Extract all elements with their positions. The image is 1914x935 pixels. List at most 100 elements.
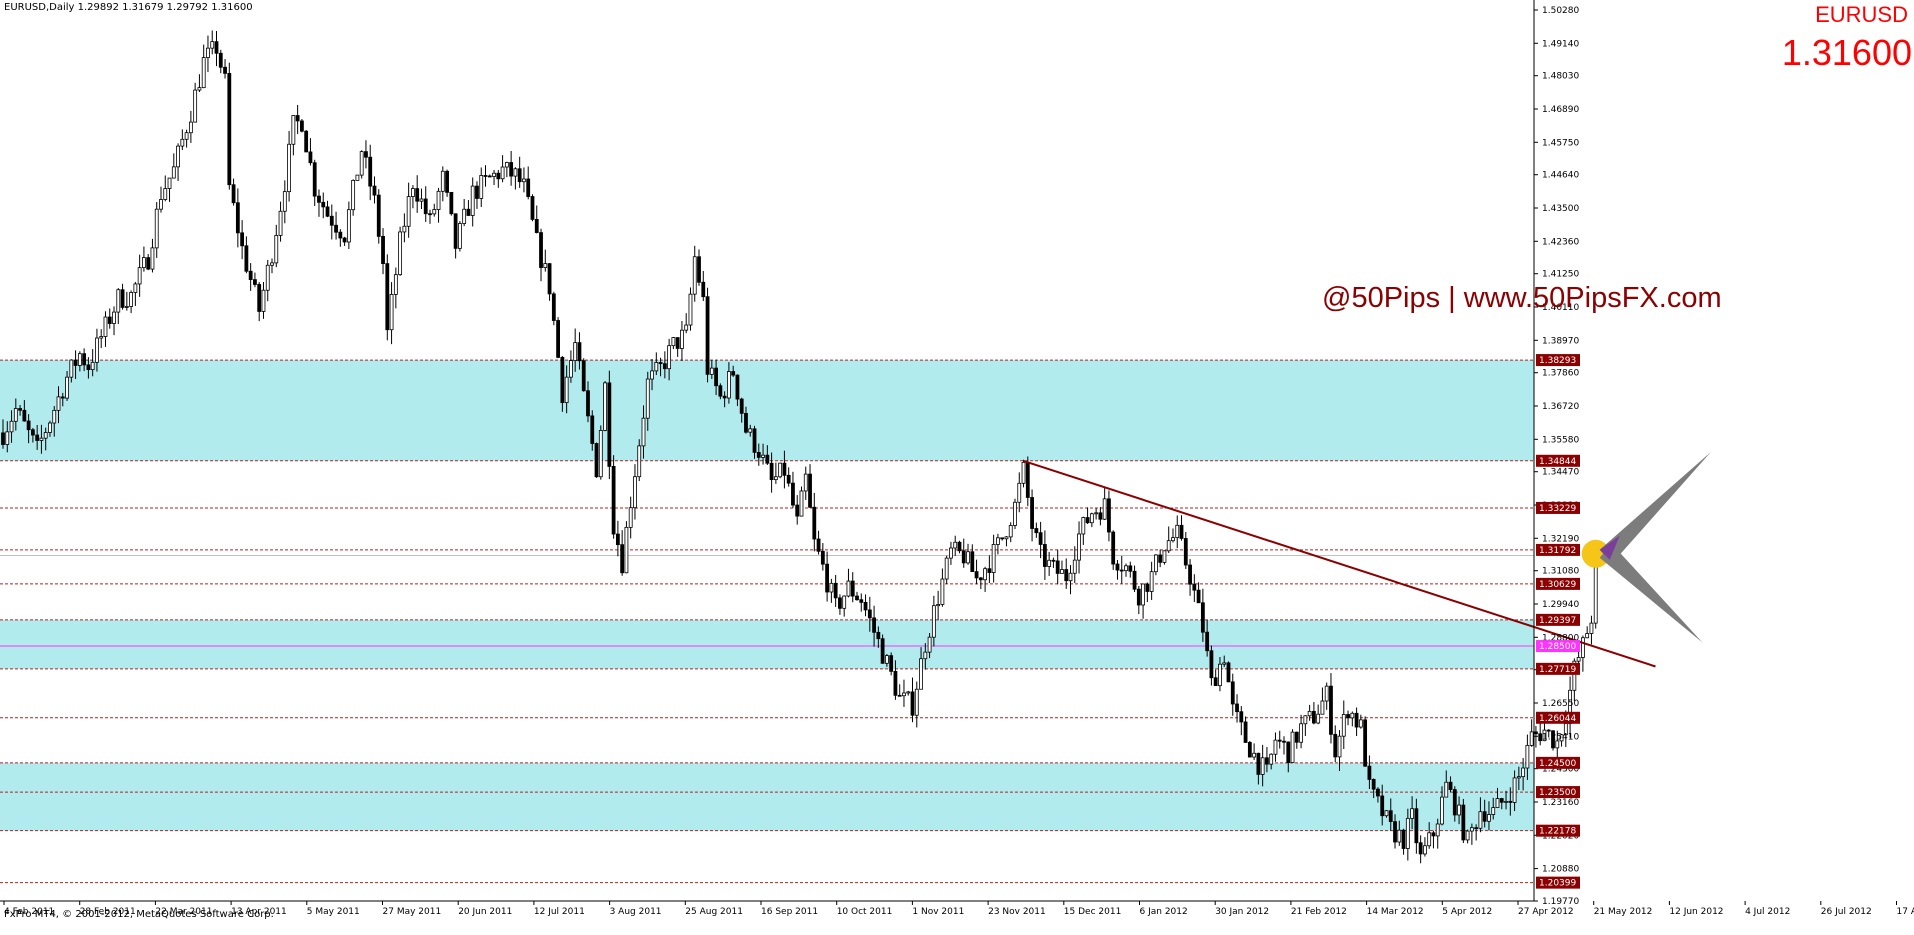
candle-body bbox=[40, 438, 43, 440]
level-label: 1.29397 bbox=[1539, 616, 1576, 626]
candle-body bbox=[1526, 745, 1529, 768]
candle-body bbox=[266, 265, 269, 290]
projection-down-arrow bbox=[1600, 544, 1703, 643]
candle-body bbox=[164, 189, 167, 200]
candle-body bbox=[1458, 805, 1461, 815]
candle-body bbox=[847, 581, 850, 596]
candle-body bbox=[655, 362, 658, 370]
candle-body bbox=[493, 173, 496, 176]
x-tick-label: 21 Feb 2012 bbox=[1291, 907, 1347, 917]
candle-body bbox=[1368, 766, 1371, 779]
candle-body bbox=[1193, 584, 1196, 590]
candle-body bbox=[155, 209, 158, 248]
candle-body bbox=[446, 171, 449, 192]
candle-body bbox=[386, 264, 389, 330]
y-tick-label: 1.25410 bbox=[1542, 732, 1579, 742]
level-label: 1.24500 bbox=[1539, 759, 1576, 769]
candle-body bbox=[638, 446, 641, 477]
candle-body bbox=[1483, 812, 1486, 822]
candle-body bbox=[749, 429, 752, 432]
candle-body bbox=[796, 505, 799, 516]
candle-body bbox=[1018, 483, 1021, 502]
candle-body bbox=[322, 202, 325, 207]
candle-body bbox=[612, 466, 615, 534]
candle-body bbox=[335, 225, 338, 232]
y-tick-label: 1.45750 bbox=[1542, 138, 1579, 148]
candle-body bbox=[544, 264, 547, 268]
x-tick-label: 30 Jan 2012 bbox=[1215, 907, 1269, 917]
candle-body bbox=[787, 475, 790, 483]
candle-body bbox=[14, 409, 17, 422]
zone-band bbox=[0, 620, 1534, 669]
candle-body bbox=[1223, 663, 1226, 664]
y-tick-label: 1.46890 bbox=[1542, 105, 1579, 115]
candle-body bbox=[962, 551, 965, 563]
candle-body bbox=[1056, 561, 1059, 574]
candle-body bbox=[1411, 809, 1414, 819]
candle-body bbox=[1364, 720, 1367, 766]
candle-body bbox=[911, 692, 914, 715]
candle-body bbox=[1112, 532, 1115, 564]
candle-body bbox=[125, 306, 128, 307]
candle-body bbox=[522, 179, 525, 182]
candle-body bbox=[873, 618, 876, 632]
candle-body bbox=[1082, 518, 1085, 534]
candle-body bbox=[130, 293, 133, 307]
y-tick-label: 1.50280 bbox=[1542, 6, 1579, 16]
candle-body bbox=[838, 598, 841, 608]
candle-body bbox=[437, 191, 440, 209]
candle-body bbox=[262, 290, 265, 311]
candle-body bbox=[1125, 566, 1128, 571]
candle-body bbox=[1534, 732, 1537, 734]
x-tick-label: 4 Jul 2012 bbox=[1745, 907, 1790, 917]
candle-body bbox=[1257, 753, 1260, 774]
candle-body bbox=[429, 214, 432, 215]
x-tick-label: 10 Oct 2011 bbox=[837, 907, 893, 917]
y-tick-label: 1.43500 bbox=[1542, 204, 1579, 214]
candle-body bbox=[399, 232, 402, 275]
candle-body bbox=[172, 167, 175, 178]
candle-body bbox=[996, 538, 999, 545]
candle-body bbox=[309, 152, 312, 163]
candle-body bbox=[1398, 830, 1401, 842]
candle-body bbox=[1312, 711, 1315, 723]
candle-body bbox=[757, 452, 760, 457]
candle-body bbox=[1159, 555, 1162, 562]
candle-body bbox=[10, 421, 13, 432]
candle-body bbox=[693, 257, 696, 294]
candle-body bbox=[95, 338, 98, 362]
candle-body bbox=[1133, 571, 1136, 589]
candle-body bbox=[1013, 502, 1016, 525]
candle-body bbox=[1167, 541, 1170, 551]
y-tick-label: 1.38970 bbox=[1542, 336, 1579, 346]
y-tick-label: 1.23160 bbox=[1542, 798, 1579, 808]
y-tick-label: 1.44640 bbox=[1542, 171, 1579, 181]
candle-body bbox=[1376, 789, 1379, 796]
candle-body bbox=[241, 233, 244, 246]
candle-body bbox=[954, 542, 957, 548]
candle-body bbox=[382, 236, 385, 263]
candle-body bbox=[326, 207, 329, 216]
candle-body bbox=[83, 354, 86, 365]
candle-body bbox=[343, 238, 346, 242]
candle-body bbox=[1513, 778, 1516, 803]
candle-body bbox=[766, 455, 769, 463]
candle-body bbox=[1342, 714, 1345, 736]
candle-body bbox=[1154, 555, 1157, 572]
candle-body bbox=[1406, 818, 1409, 848]
candle-body bbox=[1419, 843, 1422, 854]
y-tick-label: 1.29940 bbox=[1542, 600, 1579, 610]
candle-body bbox=[228, 73, 231, 184]
candle-body bbox=[727, 372, 730, 398]
current-price: 1.31600 bbox=[1782, 32, 1912, 74]
candle-body bbox=[540, 233, 543, 268]
candle-body bbox=[258, 284, 261, 311]
x-tick-label: 27 May 2011 bbox=[383, 907, 442, 917]
candle-body bbox=[1291, 732, 1294, 762]
candle-body bbox=[31, 430, 34, 435]
candle-body bbox=[390, 294, 393, 329]
candle-body bbox=[1236, 704, 1239, 712]
candle-body bbox=[1329, 686, 1332, 734]
candle-body bbox=[224, 67, 227, 73]
candle-body bbox=[271, 263, 274, 265]
